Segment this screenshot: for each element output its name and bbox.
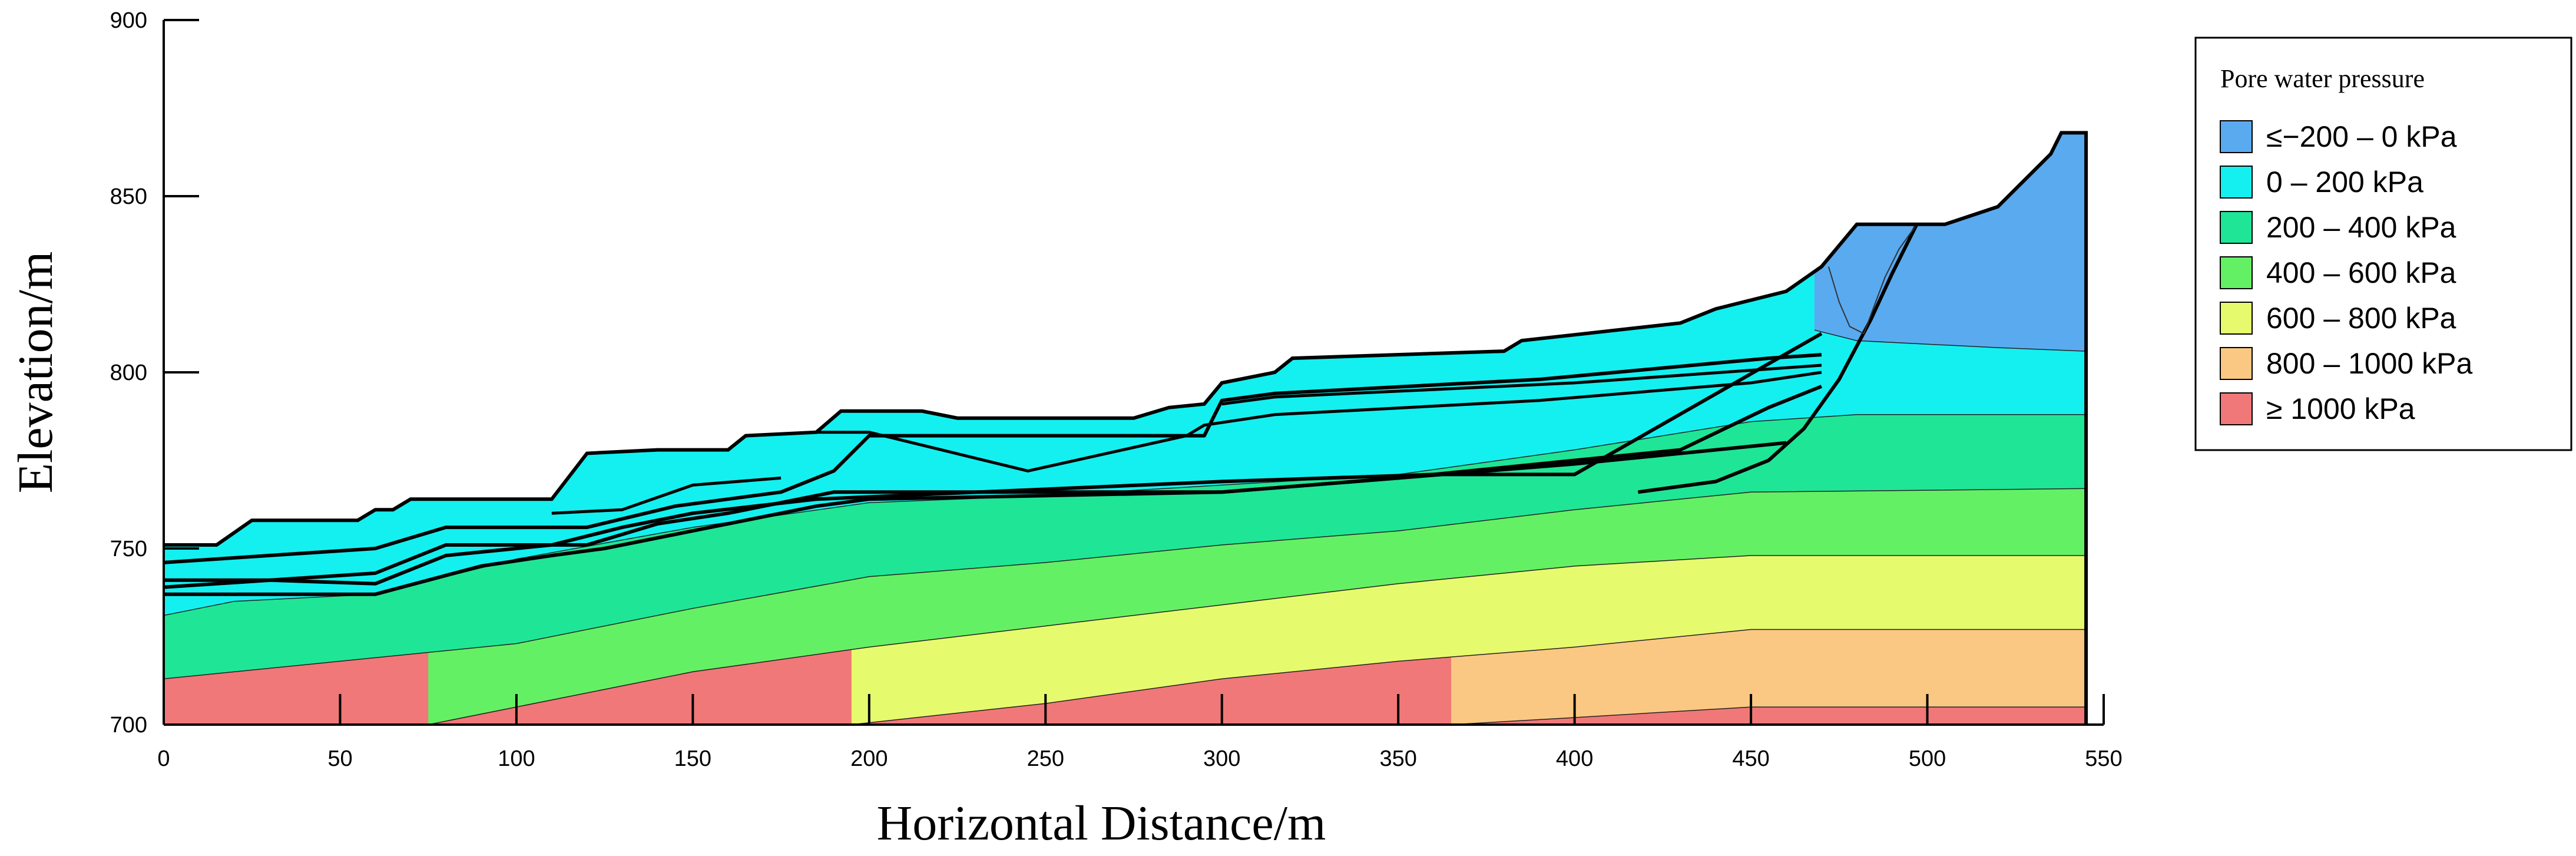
legend: Pore water pressure ≤−200 – 0 kPa 0 – 200… <box>2194 37 2572 451</box>
x-tick-label: 500 <box>1909 746 1946 771</box>
legend-swatch <box>2220 120 2253 153</box>
x-tick-label: 250 <box>1027 746 1064 771</box>
x-tick-label: 450 <box>1732 746 1769 771</box>
phreatic-boundary-line <box>1827 224 1918 335</box>
contour-line <box>1451 706 2087 725</box>
legend-swatch <box>2220 302 2253 335</box>
axes: 0 50 100 150 200 250 300 350 400 450 500 550 700 750… <box>110 8 2123 771</box>
y-axis-title: Elevation/m <box>8 252 63 494</box>
contour-line <box>164 488 2087 680</box>
y-tick-label: 800 <box>110 361 147 385</box>
y-tick-label: 750 <box>110 537 147 561</box>
x-tick-label: 550 <box>2085 746 2122 771</box>
band-0 <box>1814 133 2087 352</box>
legend-label: 0 – 200 kPa <box>2266 166 2423 199</box>
legend-swatch <box>2220 347 2253 380</box>
y-tick-label: 850 <box>110 184 147 209</box>
legend-label: ≤−200 – 0 kPa <box>2266 120 2457 153</box>
legend-label: 600 – 800 kPa <box>2266 302 2456 335</box>
legend-swatch <box>2220 211 2253 244</box>
x-tick-label: 300 <box>1203 746 1240 771</box>
contour-line <box>1814 329 2087 352</box>
pore-pressure-bands <box>164 133 2087 725</box>
stratum-line <box>164 332 1823 586</box>
legend-frame <box>2194 37 2572 451</box>
contour-line <box>428 555 2087 725</box>
stratum-line <box>164 353 1822 564</box>
ground-surface-outline <box>164 131 2088 725</box>
x-ticks: 0 50 100 150 200 250 300 350 400 450 500 550 <box>157 694 2123 771</box>
stratum-line <box>164 385 1823 596</box>
x-tick-label: 0 <box>157 746 170 771</box>
legend-swatch <box>2220 166 2253 199</box>
legend-label: 400 – 600 kPa <box>2266 256 2456 289</box>
x-tick-label: 50 <box>327 746 352 771</box>
x-axis-title: Horizontal Distance/m <box>877 796 1326 851</box>
x-tick-label: 200 <box>850 746 888 771</box>
x-tick-label: 150 <box>674 746 711 771</box>
stratum-line <box>816 371 1822 472</box>
stratum-lines <box>164 223 1919 596</box>
legend-swatch <box>2220 256 2253 289</box>
y-tick-label: 700 <box>110 713 147 738</box>
legend-title: Pore water pressure <box>2220 64 2425 93</box>
x-tick-label: 400 <box>1556 746 1593 771</box>
x-tick-label: 100 <box>498 746 535 771</box>
slip-surface-line <box>1637 223 1919 494</box>
stratum-line <box>1221 363 1822 406</box>
legend-label: 800 – 1000 kPa <box>2266 347 2472 380</box>
x-tick-label: 350 <box>1379 746 1416 771</box>
legend-swatch <box>2220 392 2253 425</box>
stratum-line <box>551 476 782 515</box>
legend-items: ≤−200 – 0 kPa 0 – 200 kPa 200 – 400 kPa 400… <box>2220 120 2472 425</box>
y-tick-label: 900 <box>110 8 147 33</box>
plot-area <box>164 131 2088 725</box>
legend-label: ≥ 1000 kPa <box>2266 392 2415 425</box>
stratum-line <box>164 441 1787 589</box>
legend-label: 200 – 400 kPa <box>2266 211 2456 244</box>
y-ticks: 700 750 800 850 900 <box>110 8 199 738</box>
